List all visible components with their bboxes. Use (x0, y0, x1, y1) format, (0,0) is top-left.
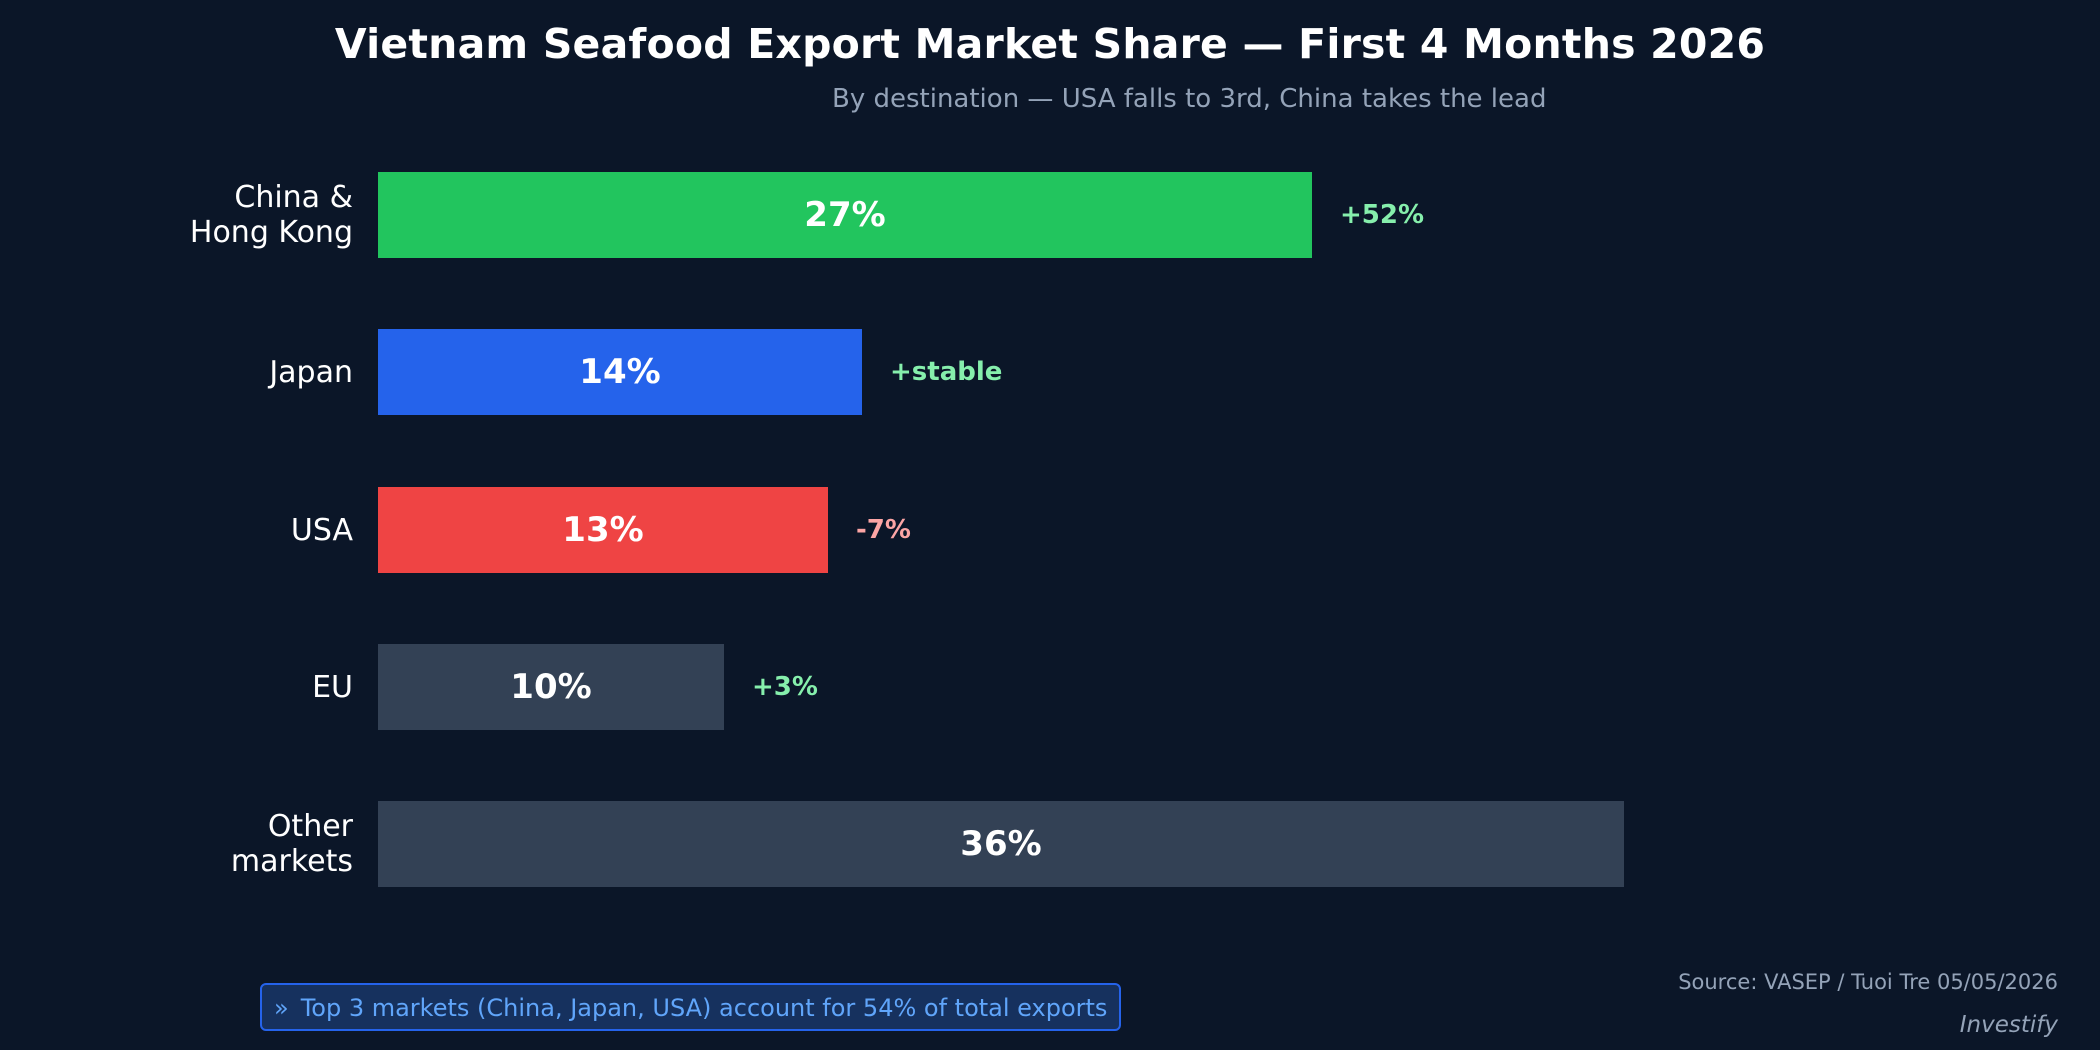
bar-value-label: 10% (510, 667, 592, 707)
category-label: Other markets (231, 809, 353, 879)
category-label-line: Japan (269, 354, 353, 390)
bar: 13% (378, 487, 828, 573)
callout-text: Top 3 markets (China, Japan, USA) accoun… (300, 994, 1108, 1022)
bar-value-label: 27% (804, 195, 886, 235)
bar: 14% (378, 329, 862, 415)
category-label-line: markets (230, 844, 353, 879)
change-label: +52% (1340, 200, 1425, 230)
bar-value-label: 14% (579, 352, 661, 392)
category-label-line: Hong Kong (189, 215, 353, 250)
bar: 10% (378, 644, 724, 730)
bar-value-label: 13% (562, 510, 644, 550)
bar: 27% (378, 172, 1312, 258)
category-label: China & Hong Kong (190, 180, 353, 250)
insight-callout: » Top 3 markets (China, Japan, USA) accou… (260, 983, 1122, 1031)
category-label: USA (291, 513, 353, 548)
chart-title: Vietnam Seafood Export Market Share — Fi… (334, 20, 1766, 68)
brand-watermark: Investify (1959, 1012, 2058, 1038)
double-chevron-right-icon: » (274, 994, 289, 1022)
bar-value-label: 36% (960, 824, 1042, 864)
category-label-line: China & (234, 180, 353, 215)
bar: 36% (378, 801, 1624, 887)
category-label-line: EU (312, 669, 353, 705)
change-label: +stable (890, 357, 1003, 387)
category-label: EU (312, 670, 353, 705)
category-label: Japan (269, 355, 353, 390)
change-label: -7% (856, 515, 911, 545)
category-label-line: USA (290, 512, 353, 548)
change-label: +3% (752, 672, 818, 702)
source-note: Source: VASEP / Tuoi Tre 05/05/2026 (1678, 970, 2058, 994)
chart-subtitle: By destination — USA falls to 3rd, China… (832, 84, 1547, 114)
category-label-line: Other (267, 809, 353, 844)
